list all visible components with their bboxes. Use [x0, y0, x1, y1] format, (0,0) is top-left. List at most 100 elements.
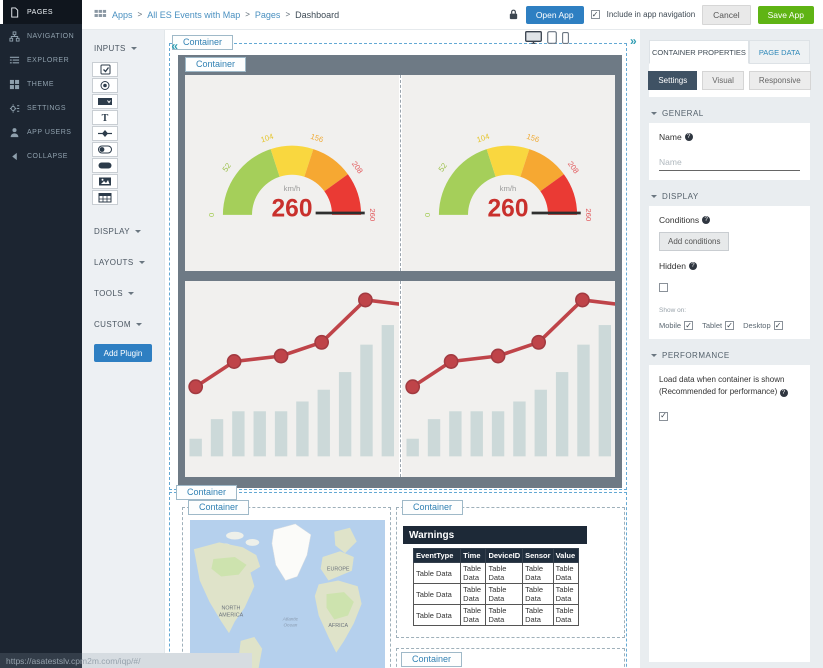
toolbox-section-custom[interactable]: CUSTOM	[82, 320, 164, 329]
table-cell: Table Data	[460, 604, 487, 626]
design-canvas[interactable]: Container Container 0 52 104 156 208 260 km/h 2…	[165, 30, 640, 668]
toolbox-collapse-arrow[interactable]: «	[171, 39, 178, 53]
mobile-preview-icon[interactable]	[562, 32, 569, 44]
gauge-widget-right[interactable]: 0 52 104 156 208 260 km/h 260	[399, 75, 615, 271]
bar-line-chart	[188, 292, 399, 457]
settings-mode-button[interactable]: Settings	[648, 71, 698, 90]
map-container[interactable]: Container NORTH AMERICA EUROP	[182, 500, 391, 668]
sidebar-item-theme[interactable]: THEME	[0, 72, 82, 96]
widget-toolbox-panel: « INPUTS T DISPLAY LAYOUTS TOOLS CUSTOM …	[82, 30, 178, 668]
add-conditions-button[interactable]: Add conditions	[659, 232, 730, 251]
button-input-icon[interactable]	[92, 158, 118, 173]
tablet-checkbox[interactable]	[725, 321, 735, 330]
text-input-icon[interactable]: T	[92, 110, 118, 125]
sidebar-item-navigation[interactable]: NAVIGATION	[0, 24, 82, 48]
slider-input-icon[interactable]	[92, 126, 118, 141]
performance-section-header[interactable]: PERFORMANCE	[651, 351, 808, 360]
sidebar-item-label: COLLAPSE	[27, 152, 68, 160]
breadcrumb-pages[interactable]: Pages	[254, 9, 281, 20]
column-header: Value	[552, 548, 580, 563]
show-on-devices-row: Mobile Tablet Desktop	[659, 321, 800, 330]
bar-line-chart	[404, 292, 615, 457]
combo-chart-widget-right[interactable]	[399, 281, 615, 477]
container-tab-label[interactable]: Container	[176, 485, 238, 500]
toolbox-section-tools[interactable]: TOOLS	[82, 289, 164, 298]
table-cell: Table Data	[552, 562, 580, 584]
svg-text:156: 156	[309, 132, 324, 145]
section-title: PERFORMANCE	[662, 351, 730, 360]
charts-container[interactable]: Container 0 52 104 156 208 260 km/h 260 0 52 104 1…	[178, 55, 622, 488]
warnings-container[interactable]: Container Warnings EventType Time Device…	[396, 500, 625, 638]
sidebar-item-settings[interactable]: SETTINGS	[0, 96, 82, 120]
visual-mode-button[interactable]: Visual	[702, 71, 744, 90]
container-tab-label[interactable]: Container	[402, 500, 464, 515]
add-plugin-button[interactable]: Add Plugin	[94, 344, 152, 362]
svg-text:52: 52	[437, 161, 449, 173]
checkbox-input-icon[interactable]	[92, 62, 118, 77]
toggle-input-icon[interactable]	[92, 142, 118, 157]
breadcrumb-apps[interactable]: Apps	[112, 9, 133, 20]
svg-text:0: 0	[423, 213, 432, 217]
image-input-icon[interactable]	[92, 174, 118, 189]
column-header: Sensor	[522, 548, 554, 563]
combo-chart-row	[185, 281, 615, 477]
sidebar-item-app-users[interactable]: APP USERS	[0, 120, 82, 144]
map-label-atlantic-ocean: Atlantic	[282, 616, 299, 621]
desktop-preview-icon[interactable]	[525, 31, 542, 44]
table-cell: Table Data	[522, 604, 554, 626]
tab-container-properties[interactable]: CONTAINER PROPERTIES	[649, 40, 749, 64]
container-tab-label[interactable]: Container	[185, 57, 247, 72]
help-icon[interactable]	[688, 262, 697, 270]
display-section-header[interactable]: DISPLAY	[651, 192, 808, 201]
toolbox-section-inputs[interactable]: INPUTS	[82, 30, 164, 53]
sidebar-item-pages[interactable]: PAGES	[0, 0, 82, 24]
help-icon[interactable]	[702, 216, 711, 224]
general-section-header[interactable]: GENERAL	[651, 109, 808, 118]
breadcrumb-current-page: Dashboard	[295, 9, 340, 20]
tablet-preview-icon[interactable]	[547, 31, 557, 44]
bottom-container[interactable]: Container	[396, 648, 625, 668]
responsive-mode-button[interactable]: Responsive	[748, 71, 811, 90]
toolbox-section-display[interactable]: DISPLAY	[82, 227, 164, 236]
toolbox-section-layouts[interactable]: LAYOUTS	[82, 258, 164, 267]
lower-container[interactable]: Container Container NORTH	[169, 485, 627, 668]
help-icon[interactable]	[779, 388, 788, 397]
warnings-table-widget[interactable]: EventType Time DeviceID Sensor Value Tab…	[412, 548, 580, 626]
include-in-app-navigation-checkbox[interactable]	[590, 10, 600, 19]
top-bar: Apps > All ES Events with Map > Pages > …	[82, 0, 823, 30]
save-app-button[interactable]: Save App	[757, 5, 814, 24]
help-icon[interactable]	[684, 133, 693, 141]
open-app-button[interactable]: Open App	[525, 5, 584, 24]
section-title: DISPLAY	[662, 192, 699, 201]
gauge-widget-left[interactable]: 0 52 104 156 208 260 km/h 260	[185, 75, 399, 271]
sidebar-item-explorer[interactable]: EXPLORER	[0, 48, 82, 72]
container-tab-label[interactable]: Container	[401, 652, 463, 667]
table-input-icon[interactable]	[92, 190, 118, 205]
name-input[interactable]	[659, 155, 800, 171]
root-container[interactable]: Container Container 0 52 104 156 208 260 km/h 2…	[169, 35, 627, 490]
tab-page-data[interactable]: PAGE DATA	[748, 40, 810, 64]
radio-input-icon[interactable]	[92, 78, 118, 93]
load-data-checkbox[interactable]	[659, 411, 668, 421]
settings-icon	[9, 103, 20, 113]
general-section-card: Name	[649, 123, 810, 180]
mobile-checkbox[interactable]	[684, 321, 694, 330]
container-tab-label[interactable]: Container	[172, 35, 234, 50]
container-tab-label[interactable]: Container	[188, 500, 250, 515]
table-cell: Table Data	[552, 604, 580, 626]
sidebar-item-collapse[interactable]: COLLAPSE	[0, 144, 82, 168]
speed-gauge-chart: 0 52 104 156 208 260 km/h 260	[423, 132, 593, 223]
table-row: Table Data Table Data Table Data Table Data…	[412, 583, 580, 605]
breadcrumb-app-name[interactable]: All ES Events with Map	[147, 9, 241, 20]
select-input-icon[interactable]	[92, 94, 118, 109]
right-panel-expand-arrow[interactable]: »	[630, 34, 637, 48]
combo-chart-widget-left[interactable]	[185, 281, 399, 477]
sidebar-item-label: THEME	[27, 80, 54, 88]
cancel-button[interactable]: Cancel	[702, 4, 751, 25]
desktop-checkbox[interactable]	[773, 321, 783, 330]
name-field-label: Name	[659, 132, 682, 142]
world-map-widget[interactable]: NORTH AMERICA EUROPE AFRICA Atlantic Oce…	[190, 520, 385, 668]
warnings-title-bar[interactable]: Warnings	[403, 526, 587, 544]
table-cell: Table Data	[460, 562, 487, 584]
hidden-checkbox[interactable]	[659, 283, 668, 292]
